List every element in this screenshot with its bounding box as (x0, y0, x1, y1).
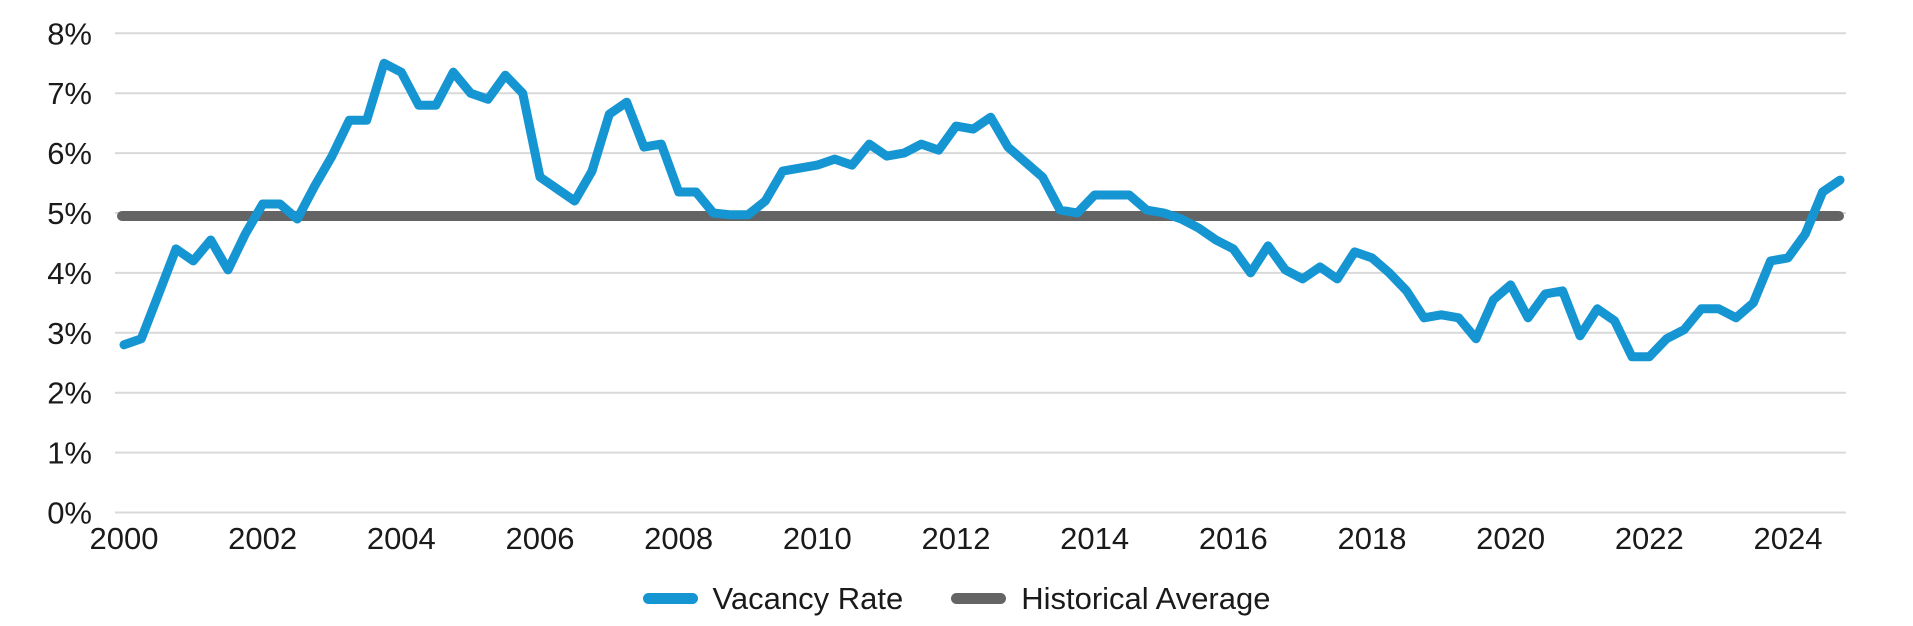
y-tick-label-8%: 8% (47, 16, 92, 51)
y-tick-label-2%: 2% (47, 376, 92, 411)
legend-item-historical-average: Historical Average (951, 583, 1270, 614)
x-tick-label-2016: 2016 (1199, 521, 1268, 556)
x-tick-label-2012: 2012 (921, 521, 990, 556)
x-tick-label-2004: 2004 (367, 521, 436, 556)
y-tick-label-4%: 4% (47, 256, 92, 291)
legend: Vacancy Rate Historical Average (0, 578, 1913, 618)
y-tick-label-5%: 5% (47, 196, 92, 231)
plot-area: 0% 1% 2% 3% 4% 5% 6% 7% 8% 2000 2002 2004 2006 2008 20… (47, 16, 1846, 556)
legend-label-historical-average: Historical Average (1021, 580, 1271, 616)
y-tick-label-6%: 6% (47, 136, 92, 171)
x-tick-label-2014: 2014 (1060, 521, 1129, 556)
y-tick-label-0%: 0% (47, 496, 92, 531)
legend-item-vacancy-rate: Vacancy Rate (642, 580, 904, 616)
x-tick-label-2022: 2022 (1615, 521, 1684, 556)
historical-average-swatch-icon (951, 592, 1007, 604)
y-tick-label-1%: 1% (47, 436, 92, 471)
legend-label-vacancy-rate: Vacancy Rate (712, 580, 904, 616)
x-tick-label-2024: 2024 (1753, 521, 1822, 556)
x-tick-label-2018: 2018 (1337, 521, 1406, 556)
x-tick-label-2000: 2000 (90, 521, 159, 556)
vacancy-rate-line (119, 58, 1845, 362)
vacancy-rate-swatch-icon (642, 592, 698, 604)
x-tick-label-2020: 2020 (1476, 521, 1545, 556)
y-tick-label-3%: 3% (47, 316, 92, 351)
x-tick-label-2002: 2002 (228, 521, 297, 556)
x-tick-label-2010: 2010 (783, 521, 852, 556)
y-tick-label-7%: 7% (47, 76, 92, 111)
x-tick-label-2006: 2006 (506, 521, 575, 556)
x-tick-label-2008: 2008 (644, 521, 713, 556)
